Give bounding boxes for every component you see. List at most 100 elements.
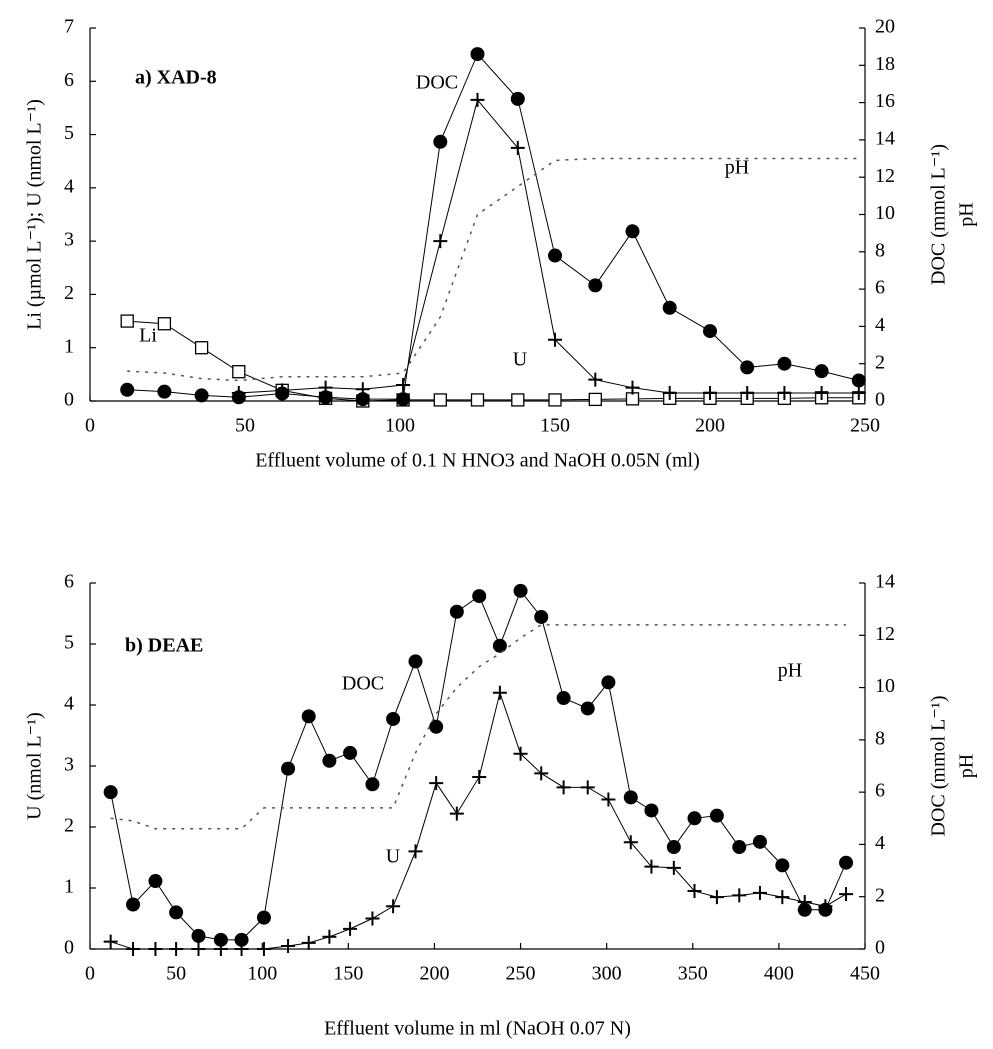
y2-tick-label: 12 [875,165,895,187]
y2-tick-label: 2 [875,884,885,906]
series-line [110,589,847,941]
marker-plus [449,806,464,821]
marker-circle [588,278,603,293]
marker-circle [513,583,528,598]
y-tick-label: 4 [64,175,74,197]
series-label: U [513,349,528,371]
series-label: pH [725,157,749,179]
marker-plus [732,888,747,903]
marker-plus [556,780,571,795]
y-axis-label: Li (µmol L⁻¹); U (nmol L⁻¹) [24,99,46,330]
y-tick-label: 2 [64,282,74,304]
series-line [127,157,859,382]
y2-tick-label: 4 [875,832,885,854]
marker-plus [408,844,423,859]
marker-circle [213,932,228,947]
marker-circle [318,390,333,405]
y-tick-label: 3 [64,754,74,776]
marker-plus [703,386,717,401]
y2-tick-label: 6 [875,277,885,299]
y-axis-label: U (nmol L⁻¹) [24,712,46,820]
x-tick-label: 300 [592,963,622,985]
marker-circle [157,384,172,399]
marker-plus [386,899,401,914]
marker-circle [281,761,296,776]
marker-plus [851,386,866,401]
y2-tick-label: 20 [875,16,895,38]
x-tick-label: 200 [419,963,449,985]
x-tick-label: 200 [695,415,725,437]
marker-plus [666,860,681,875]
marker-square [470,393,485,407]
marker-square [548,393,562,407]
x-axis-label: Effluent volume of 0.1 N HNO3 and NaOH 0… [255,450,700,472]
marker-circle [355,392,370,407]
y2-tick-label: 0 [875,389,885,411]
marker-plus [580,780,595,795]
series-label: Li [139,325,157,347]
marker-plus [126,942,141,956]
marker-plus [588,372,603,387]
marker-circle [534,609,549,624]
x-tick-label: 50 [235,415,255,437]
x-tick-label: 0 [85,415,95,437]
marker-plus [169,942,184,956]
marker-circle [625,224,640,239]
marker-circle [396,392,411,407]
marker-plus [534,766,549,781]
y2-tick-label: 16 [875,90,895,112]
x-tick-label: 250 [850,415,880,437]
marker-circle [169,905,184,920]
marker-square [120,314,134,328]
y-tick-label: 0 [64,937,74,959]
x-tick-label: 50 [166,963,186,985]
y2-tick-label: 18 [875,53,895,75]
marker-plus [396,378,411,393]
y2-tick-label: 2 [875,351,885,373]
marker-plus [777,386,792,401]
marker-circle [687,811,702,826]
marker-plus [343,921,358,936]
marker-circle [644,803,659,818]
marker-plus [740,386,755,401]
marker-circle [386,711,401,726]
marker-circle [580,701,595,716]
marker-circle [343,745,358,760]
marker-circle [275,386,290,401]
series-line [110,624,847,830]
marker-circle [623,790,638,805]
x-tick-label: 150 [540,415,570,437]
y-tick-label: 2 [64,815,74,837]
y2-tick-label: 10 [875,202,895,224]
y2-axis-label: DOC (mmol L⁻¹) [928,696,950,837]
y-tick-label: 3 [64,229,74,251]
panel-title: a) XAD-8 [135,67,217,89]
marker-square [588,392,602,407]
marker-plus [510,140,525,155]
x-tick-label: 350 [678,963,708,985]
marker-circle [851,373,866,388]
marker-circle [234,932,249,947]
marker-plus [433,234,448,249]
series-label: U [386,846,401,868]
marker-plus [322,929,337,944]
marker-circle [814,364,829,379]
x-axis-label: Effluent volume in ml (NaOH 0.07 N) [324,1018,631,1040]
marker-circle [365,777,380,792]
y-tick-label: 0 [64,389,74,411]
marker-plus [775,890,790,905]
marker-plus [191,942,206,956]
marker-plus [429,776,444,791]
marker-plus [513,746,528,761]
marker-circle [429,719,444,734]
panel-title: b) DEAE [125,635,203,657]
marker-circle [510,91,525,106]
marker-circle [408,654,423,669]
series-label: DOC [342,673,384,695]
series-label: pH [778,660,802,682]
marker-circle [556,691,571,706]
marker-circle [839,855,854,870]
marker-plus [709,890,724,905]
